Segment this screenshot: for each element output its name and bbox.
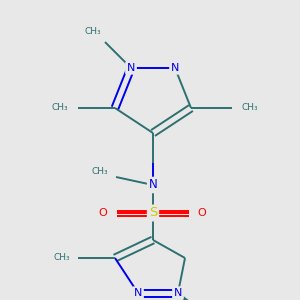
Text: N: N <box>148 178 158 191</box>
Text: N: N <box>174 288 182 298</box>
Text: N: N <box>134 288 142 298</box>
Text: S: S <box>149 206 157 220</box>
Text: N: N <box>171 63 179 73</box>
Text: O: O <box>99 208 107 218</box>
Text: CH₃: CH₃ <box>85 26 101 35</box>
Text: CH₃: CH₃ <box>242 103 258 112</box>
Text: N: N <box>127 63 135 73</box>
Text: O: O <box>198 208 206 218</box>
Text: CH₃: CH₃ <box>92 167 108 176</box>
Text: CH₃: CH₃ <box>52 103 68 112</box>
Text: CH₃: CH₃ <box>54 254 70 262</box>
